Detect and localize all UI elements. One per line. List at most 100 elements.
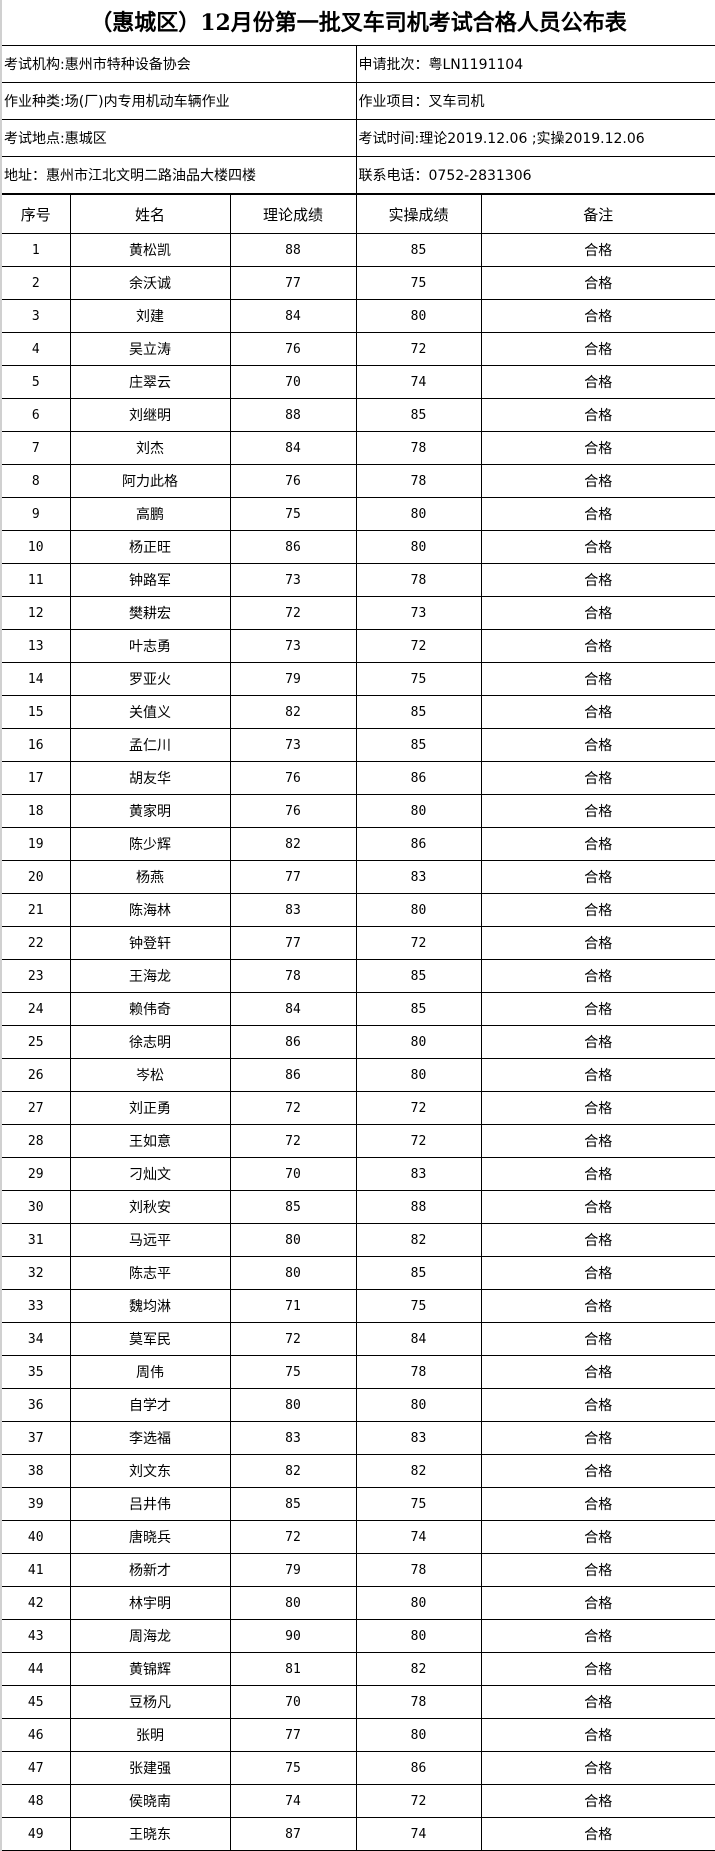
work-item: 作业项目：叉车司机: [355, 82, 715, 120]
cell-remark: 合格: [480, 1619, 715, 1653]
table-row: 19 陈少辉 82 86 合格: [2, 827, 715, 861]
cell-remark: 合格: [480, 695, 715, 729]
table-row: 28 王如意 72 72 合格: [2, 1124, 715, 1158]
cell-practical-score: 75: [355, 662, 482, 696]
cell-name: 刘正勇: [69, 1091, 231, 1125]
cell-name: 杨燕: [69, 860, 231, 894]
cell-practical-score: 78: [355, 1685, 482, 1719]
cell-index: 30: [2, 1190, 71, 1224]
cell-index: 45: [2, 1685, 71, 1719]
cell-practical-score: 83: [355, 860, 482, 894]
cell-practical-score: 74: [355, 1817, 482, 1851]
table-row: 14 罗亚火 79 75 合格: [2, 662, 715, 696]
cell-name: 陈志平: [69, 1256, 231, 1290]
cell-name: 周伟: [69, 1355, 231, 1389]
cell-practical-score: 75: [355, 1487, 482, 1521]
cell-index: 31: [2, 1223, 71, 1257]
cell-remark: 合格: [480, 662, 715, 696]
table-row: 24 赖伟奇 84 85 合格: [2, 992, 715, 1026]
cell-remark: 合格: [480, 563, 715, 597]
table-row: 20 杨燕 77 83 合格: [2, 860, 715, 894]
cell-practical-score: 85: [355, 398, 482, 432]
table-row: 45 豆杨凡 70 78 合格: [2, 1685, 715, 1719]
cell-practical-score: 82: [355, 1223, 482, 1257]
cell-theory-score: 73: [229, 563, 357, 597]
table-row: 5 庄翠云 70 74 合格: [2, 365, 715, 399]
cell-index: 17: [2, 761, 71, 795]
cell-theory-score: 88: [229, 233, 357, 267]
cell-index: 23: [2, 959, 71, 993]
cell-name: 莫军民: [69, 1322, 231, 1356]
cell-remark: 合格: [480, 1058, 715, 1092]
cell-index: 4: [2, 332, 71, 366]
cell-index: 33: [2, 1289, 71, 1323]
cell-practical-score: 80: [355, 1586, 482, 1620]
table-row: 6 刘继明 88 85 合格: [2, 398, 715, 432]
cell-practical-score: 86: [355, 1751, 482, 1785]
table-row: 32 陈志平 80 85 合格: [2, 1256, 715, 1290]
cell-practical-score: 80: [355, 1718, 482, 1752]
cell-index: 6: [2, 398, 71, 432]
cell-remark: 合格: [480, 992, 715, 1026]
cell-theory-score: 86: [229, 1058, 357, 1092]
cell-theory-score: 75: [229, 1751, 357, 1785]
cell-theory-score: 73: [229, 629, 357, 663]
cell-theory-score: 90: [229, 1619, 357, 1653]
table-row: 12 樊耕宏 72 73 合格: [2, 596, 715, 630]
cell-index: 26: [2, 1058, 71, 1092]
cell-theory-score: 77: [229, 860, 357, 894]
cell-practical-score: 80: [355, 1388, 482, 1422]
table-row: 29 刁灿文 70 83 合格: [2, 1157, 715, 1191]
table-row: 4 吴立涛 76 72 合格: [2, 332, 715, 366]
cell-name: 黄松凯: [69, 233, 231, 267]
cell-index: 3: [2, 299, 71, 333]
cell-remark: 合格: [480, 299, 715, 333]
cell-index: 25: [2, 1025, 71, 1059]
cell-name: 黄锦辉: [69, 1652, 231, 1686]
cell-practical-score: 80: [355, 497, 482, 531]
cell-practical-score: 80: [355, 530, 482, 564]
cell-index: 48: [2, 1784, 71, 1818]
cell-index: 21: [2, 893, 71, 927]
cell-name: 杨新才: [69, 1553, 231, 1587]
work-type: 作业种类:场(厂)内专用机动车辆作业: [2, 82, 357, 120]
cell-index: 40: [2, 1520, 71, 1554]
cell-name: 张建强: [69, 1751, 231, 1785]
cell-remark: 合格: [480, 1586, 715, 1620]
column-header-practical-score: 实操成绩: [355, 194, 482, 234]
cell-index: 22: [2, 926, 71, 960]
cell-practical-score: 78: [355, 1355, 482, 1389]
results-table: 序号 姓名 理论成绩 实操成绩 备注 1 黄松凯 88 85 合格 2 余沃诚 77 75 合格 3…: [2, 194, 715, 1851]
cell-index: 35: [2, 1355, 71, 1389]
cell-remark: 合格: [480, 464, 715, 498]
table-row: 13 叶志勇 73 72 合格: [2, 629, 715, 663]
table-row: 36 自学才 80 80 合格: [2, 1388, 715, 1422]
cell-name: 岑松: [69, 1058, 231, 1092]
cell-theory-score: 83: [229, 893, 357, 927]
cell-theory-score: 82: [229, 827, 357, 861]
cell-index: 34: [2, 1322, 71, 1356]
cell-remark: 合格: [480, 1685, 715, 1719]
cell-practical-score: 85: [355, 695, 482, 729]
cell-remark: 合格: [480, 1652, 715, 1686]
cell-remark: 合格: [480, 1718, 715, 1752]
cell-practical-score: 86: [355, 827, 482, 861]
cell-theory-score: 80: [229, 1256, 357, 1290]
cell-practical-score: 75: [355, 1289, 482, 1323]
cell-theory-score: 70: [229, 1157, 357, 1191]
cell-theory-score: 82: [229, 1454, 357, 1488]
cell-index: 16: [2, 728, 71, 762]
cell-name: 杨正旺: [69, 530, 231, 564]
cell-index: 38: [2, 1454, 71, 1488]
cell-name: 李选福: [69, 1421, 231, 1455]
exam-info-table: 考试机构:惠州市特种设备协会 申请批次：粤LN1191104 作业种类:场(厂)…: [2, 46, 715, 194]
table-row: 30 刘秋安 85 88 合格: [2, 1190, 715, 1224]
table-row: 33 魏均淋 71 75 合格: [2, 1289, 715, 1323]
cell-theory-score: 82: [229, 695, 357, 729]
cell-practical-score: 78: [355, 464, 482, 498]
cell-index: 41: [2, 1553, 71, 1587]
table-row: 31 马远平 80 82 合格: [2, 1223, 715, 1257]
cell-practical-score: 74: [355, 1520, 482, 1554]
cell-remark: 合格: [480, 530, 715, 564]
cell-practical-score: 80: [355, 1025, 482, 1059]
